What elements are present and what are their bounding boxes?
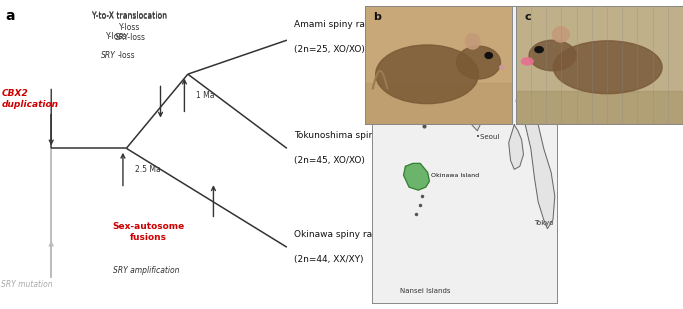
Text: Y-to-X translocation: Y-to-X translocation (92, 11, 167, 20)
Circle shape (485, 53, 492, 58)
Circle shape (500, 66, 504, 69)
Polygon shape (404, 163, 430, 190)
Ellipse shape (465, 34, 480, 49)
Text: Tokunoshima
Island: Tokunoshima Island (431, 111, 473, 121)
Text: 2.5 Ma: 2.5 Ma (135, 165, 161, 175)
Text: (2n=25, XO/XO): (2n=25, XO/XO) (294, 45, 365, 54)
Text: CBX2
duplication: CBX2 duplication (1, 89, 58, 108)
Ellipse shape (456, 46, 501, 79)
Text: Y-to-X translocation
Y-loss
SRY-loss: Y-to-X translocation Y-loss SRY-loss (92, 12, 167, 42)
Text: Tokunoshima spiny rat: Tokunoshima spiny rat (294, 131, 395, 141)
Polygon shape (468, 42, 485, 131)
Text: Amami-Oshima Island: Amami-Oshima Island (437, 48, 506, 53)
Text: SRY mutation: SRY mutation (1, 280, 53, 289)
Text: c: c (524, 12, 531, 22)
Polygon shape (424, 54, 435, 77)
Text: 1 Ma: 1 Ma (196, 91, 214, 100)
Text: SRY amplification: SRY amplification (113, 266, 179, 275)
Polygon shape (509, 125, 523, 169)
Text: Y-loss: Y-loss (106, 32, 127, 41)
Ellipse shape (376, 45, 479, 104)
Text: (2n=44, XX/XY): (2n=44, XX/XY) (294, 255, 363, 264)
Text: Nansei Islands: Nansei Islands (400, 288, 450, 294)
Polygon shape (516, 89, 555, 229)
Ellipse shape (529, 40, 576, 71)
Text: Tokyo: Tokyo (535, 220, 554, 226)
Text: (2n=45, XO/XO): (2n=45, XO/XO) (294, 156, 365, 165)
Text: b: b (373, 12, 380, 22)
Text: SRY: SRY (101, 51, 116, 60)
Text: Okinawa Island: Okinawa Island (431, 173, 479, 178)
Text: a: a (5, 9, 15, 23)
Ellipse shape (553, 41, 662, 94)
Text: Okinawa spiny rat: Okinawa spiny rat (294, 230, 376, 239)
Ellipse shape (522, 58, 533, 65)
Text: •Seoul: •Seoul (475, 134, 499, 140)
Circle shape (535, 47, 543, 53)
Text: -loss: -loss (117, 51, 135, 60)
Text: Amami spiny rat: Amami spiny rat (294, 20, 368, 29)
Ellipse shape (553, 27, 569, 42)
Text: Sex-autosome
fusions: Sex-autosome fusions (113, 222, 185, 242)
